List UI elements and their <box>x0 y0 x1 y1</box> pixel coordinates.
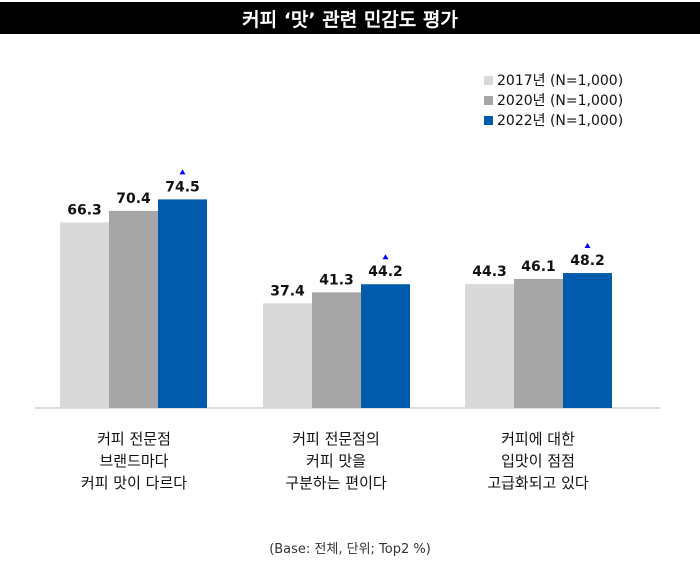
legend: 2017년 (N=1,000) 2020년 (N=1,000) 2022년 (N… <box>484 70 623 130</box>
legend-item-2017: 2017년 (N=1,000) <box>484 70 623 90</box>
data-label: 66.3 <box>67 202 102 218</box>
legend-item-2020: 2020년 (N=1,000) <box>484 90 623 110</box>
legend-swatch <box>484 95 493 105</box>
category-label: 커피 전문점의 커피 맛을 구분하는 편이다 <box>285 430 387 492</box>
bar <box>263 303 312 408</box>
category-label: 커피 전문점 브랜드마다 커피 맛이 다르다 <box>80 430 188 492</box>
legend-item-2022: 2022년 (N=1,000) <box>484 110 623 130</box>
data-label: 44.3 <box>472 264 507 280</box>
legend-label: 2020년 (N=1,000) <box>497 93 624 109</box>
up-triangle-icon <box>179 169 186 175</box>
bar <box>158 199 207 408</box>
legend-label: 2017년 (N=1,000) <box>497 73 624 89</box>
data-label: 70.4 <box>116 191 151 207</box>
up-triangle-icon <box>584 243 591 249</box>
bar <box>109 210 158 408</box>
bar <box>514 278 563 408</box>
legend-swatch <box>484 75 493 85</box>
bar <box>361 284 410 408</box>
bar <box>465 283 514 408</box>
data-label: 37.4 <box>270 283 305 299</box>
chart-title: 커피 ‘맛’ 관련 민감도 평가 <box>0 2 700 34</box>
data-label: 48.2 <box>570 253 605 269</box>
base-note: (Base: 전체, 단위; Top2 %) <box>269 542 431 557</box>
data-label: 46.1 <box>521 259 556 275</box>
data-label: 41.3 <box>319 272 354 288</box>
legend-swatch <box>484 115 493 125</box>
category-label: 커피에 대한 입맛이 점점 고급화되고 있다 <box>487 430 589 492</box>
legend-label: 2022년 (N=1,000) <box>497 113 624 129</box>
up-triangle-icon <box>382 254 389 260</box>
bar <box>60 222 109 408</box>
bar <box>312 292 361 408</box>
data-label: 44.2 <box>368 264 403 280</box>
bar <box>563 273 612 408</box>
data-label: 74.5 <box>165 179 200 195</box>
